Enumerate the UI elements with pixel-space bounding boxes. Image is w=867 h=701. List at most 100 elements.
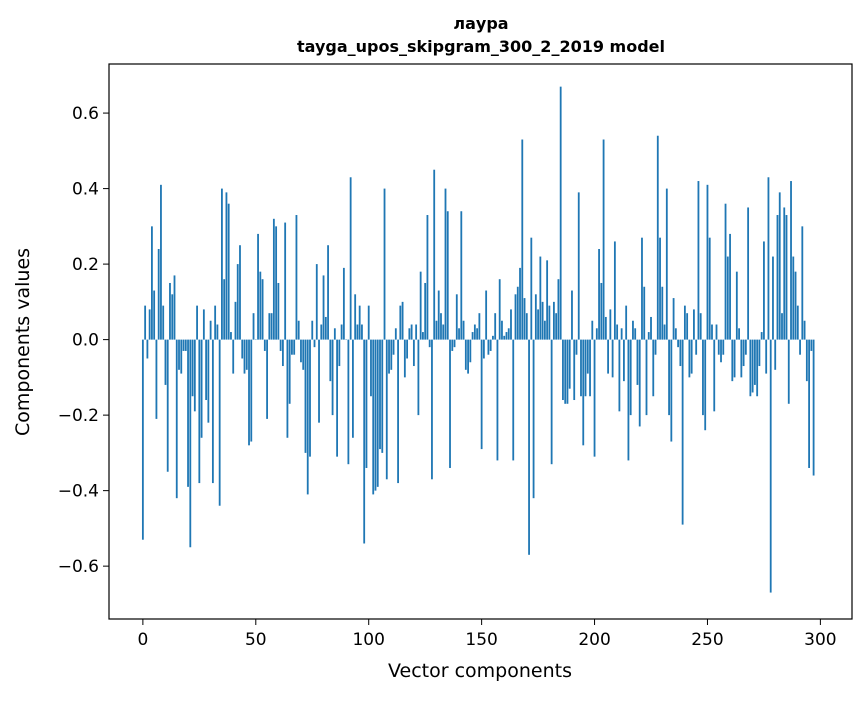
bar-146: [472, 332, 474, 340]
bar-25: [198, 340, 200, 483]
bar-111: [393, 340, 395, 355]
bar-244: [693, 309, 695, 339]
bar-94: [354, 294, 356, 339]
bar-154: [490, 340, 492, 351]
bar-275: [763, 241, 765, 339]
bar-171: [528, 340, 530, 555]
bar-160: [503, 336, 505, 340]
bar-222: [643, 287, 645, 340]
bar-217: [632, 321, 634, 340]
bar-224: [648, 332, 650, 340]
bar-99: [366, 340, 368, 468]
bar-270: [752, 340, 754, 393]
bar-257: [722, 340, 724, 355]
bar-172: [530, 238, 532, 340]
bar-178: [544, 321, 546, 340]
bar-167: [519, 268, 521, 340]
bar-72: [305, 340, 307, 453]
bar-110: [390, 340, 392, 370]
bar-264: [738, 328, 740, 339]
y-axis-label: Components values: [12, 248, 34, 436]
bar-288: [792, 257, 794, 340]
bar-23: [194, 340, 196, 412]
bar-124: [422, 332, 424, 340]
bar-88: [341, 325, 343, 340]
bar-297: [813, 340, 815, 476]
bar-96: [359, 306, 361, 340]
bar-291: [799, 340, 801, 355]
bar-135: [447, 211, 449, 339]
bar-51: [257, 234, 259, 340]
bar-198: [589, 340, 591, 397]
bar-131: [438, 291, 440, 340]
bar-77: [316, 264, 318, 340]
x-tick-label: 250: [691, 630, 723, 650]
bar-86: [336, 340, 338, 457]
bar-49: [253, 313, 255, 339]
bar-152: [485, 291, 487, 340]
bar-214: [625, 306, 627, 340]
bar-242: [688, 340, 690, 378]
bar-197: [587, 340, 589, 374]
bar-53: [262, 279, 264, 339]
bar-139: [456, 294, 458, 339]
y-tick-label: 0.2: [72, 255, 99, 275]
bar-89: [343, 268, 345, 340]
bar-186: [562, 340, 564, 400]
bar-287: [790, 181, 792, 340]
bar-289: [795, 272, 797, 340]
bar-281: [777, 215, 779, 340]
bar-145: [469, 340, 471, 363]
bar-120: [413, 340, 415, 366]
bar-69: [298, 321, 300, 340]
bar-37: [226, 192, 228, 339]
bar-184: [558, 279, 560, 339]
bar-5: [153, 291, 155, 340]
bar-282: [779, 192, 781, 339]
bar-255: [718, 340, 720, 355]
bar-202: [598, 249, 600, 340]
bar-182: [553, 302, 555, 340]
bar-149: [478, 313, 480, 339]
bar-22: [192, 340, 194, 397]
bar-58: [273, 219, 275, 340]
y-tick-label: 0.6: [72, 104, 99, 124]
bar-28: [205, 340, 207, 400]
bar-7: [158, 249, 160, 340]
bar-71: [302, 340, 304, 370]
bar-153: [488, 340, 490, 355]
bar-116: [404, 340, 406, 378]
y-tick-label: 0.4: [72, 180, 99, 200]
bar-2: [146, 340, 148, 359]
bar-3: [149, 309, 151, 339]
bar-80: [323, 275, 325, 339]
bar-91: [347, 340, 349, 465]
bar-206: [607, 340, 609, 374]
bar-75: [311, 321, 313, 340]
bar-163: [510, 309, 512, 339]
bar-213: [623, 340, 625, 382]
bar-220: [639, 340, 641, 427]
bar-269: [749, 340, 751, 397]
bar-104: [377, 340, 379, 487]
y-tick-label: −0.4: [58, 482, 99, 502]
bar-102: [372, 340, 374, 495]
y-axis-ticks: −0.6−0.4−0.20.00.20.40.6: [58, 104, 109, 577]
bar-65: [289, 340, 291, 404]
bar-187: [564, 340, 566, 404]
x-tick-label: 200: [578, 630, 610, 650]
bar-286: [788, 340, 790, 404]
bar-150: [481, 340, 483, 449]
bar-201: [596, 328, 598, 339]
bar-232: [666, 189, 668, 340]
bar-13: [171, 294, 173, 339]
bar-39: [230, 332, 232, 340]
bar-207: [609, 309, 611, 339]
bar-233: [668, 340, 670, 416]
bar-248: [702, 340, 704, 416]
bar-245: [695, 340, 697, 355]
bar-227: [655, 340, 657, 355]
bar-294: [806, 340, 808, 382]
